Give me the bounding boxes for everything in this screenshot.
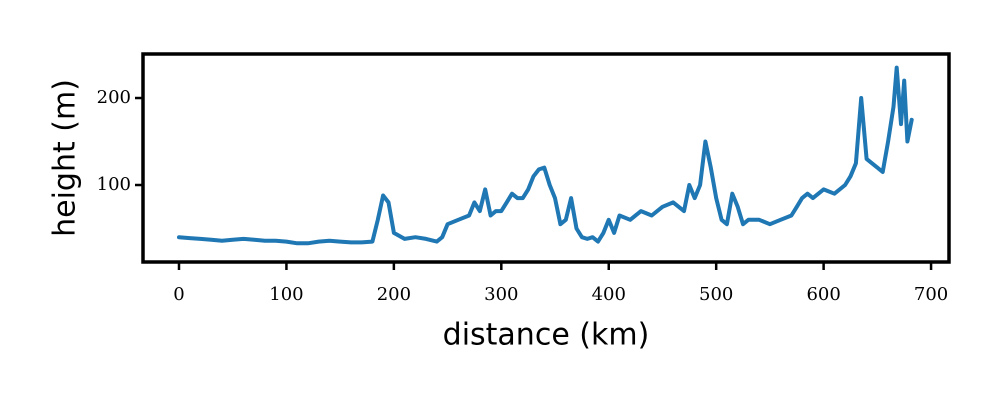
x-tick-label: 0 (173, 284, 184, 305)
x-tick-label: 600 (806, 284, 840, 305)
y-tick-label: 200 (97, 87, 131, 108)
y-axis-label: height (m) (48, 79, 83, 237)
line (177, 65, 914, 246)
x-tick-label: 300 (484, 284, 518, 305)
x-tick-label: 400 (592, 284, 626, 305)
x-axis-label: distance (km) (443, 318, 650, 353)
y-tick-label: 100 (97, 174, 131, 195)
x-tick-label: 200 (377, 284, 411, 305)
x-tick-label: 100 (269, 284, 303, 305)
plot-frame (141, 52, 951, 264)
x-tick-label: 700 (914, 284, 948, 305)
x-tick-label: 500 (699, 284, 733, 305)
